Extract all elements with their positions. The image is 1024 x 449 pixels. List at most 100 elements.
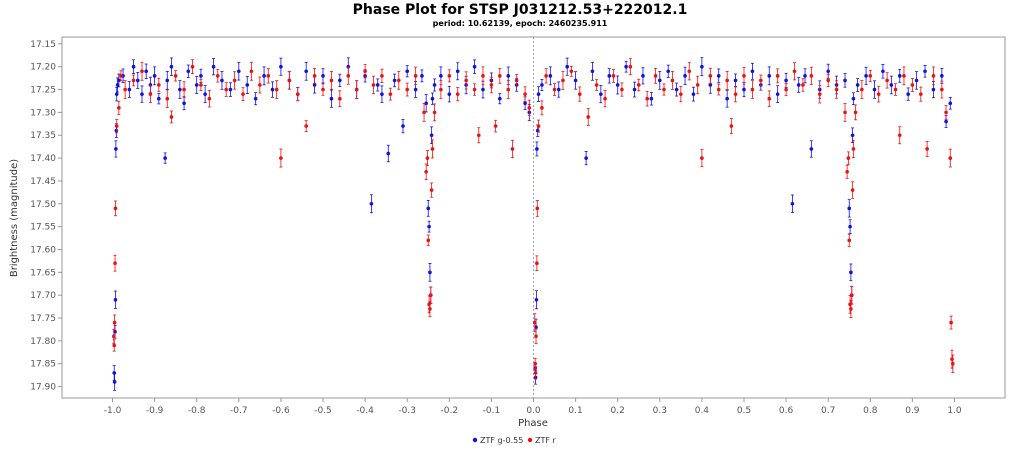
data-point [386,151,391,156]
data-point [700,64,704,69]
data-point [940,87,944,92]
data-point [152,74,157,78]
data-point [241,92,245,96]
y-axis: 17.15 17.20 17.25 17.30 17.35 17.40 17.45 17.50… [30,40,62,393]
data-point [855,83,860,87]
data-point [420,74,424,78]
data-point [430,147,435,151]
data-point [556,87,561,92]
data-point [695,83,700,87]
data-point [691,92,696,96]
x-axis-label: Phase [518,418,548,429]
data-point [428,307,432,311]
data-point [784,78,788,83]
data-point [847,238,852,243]
legend-label-g: ZTF g-0.55 [480,436,523,445]
data-point [950,361,955,366]
data-point [123,87,127,92]
data-point [796,83,801,87]
data-point [845,170,849,174]
data-point [792,69,797,74]
x-tick-label: 0.6 [779,406,794,416]
data-point [114,124,119,128]
data-point [716,87,721,92]
data-point [190,64,195,69]
x-tick-label: 0.8 [863,406,878,416]
data-point [157,96,161,101]
data-point [405,69,410,74]
data-point [413,74,418,78]
data-point [114,92,119,96]
data-point [923,69,927,74]
data-point [611,74,616,78]
data-point [232,78,237,83]
x-tick-label: -1.0 [104,406,122,416]
data-point [784,87,788,92]
data-point [523,101,527,106]
x-tick-label: 0.5 [737,406,751,416]
data-point [186,69,191,74]
data-point [700,156,704,160]
data-point [881,69,885,74]
data-point [464,78,468,83]
data-point [498,74,502,78]
data-point [767,74,772,78]
x-tick-label: 0.0 [526,406,541,416]
y-tick-label: 17.65 [30,268,56,278]
data-point [670,78,675,83]
data-point [590,69,595,74]
y-tick-label: 17.90 [30,383,56,393]
x-tick-label: 0.7 [821,406,835,416]
data-point [533,371,538,375]
data-point [354,87,359,92]
y-tick-label: 17.85 [30,360,56,370]
data-point [287,78,292,83]
x-tick-label: -0.7 [230,406,248,416]
data-point [846,156,851,160]
data-point [220,78,224,83]
data-point [169,115,174,119]
data-point [708,74,713,78]
data-point [535,206,540,211]
data-point [860,87,864,92]
data-point [586,115,591,119]
data-point [851,147,856,151]
data-point [148,92,153,96]
data-point [649,96,654,101]
data-point [645,96,649,101]
y-tick-label: 17.45 [30,177,56,187]
data-point [429,133,434,138]
x-tick-label: 0.2 [611,406,625,416]
data-point [620,87,624,92]
data-point [725,78,729,83]
data-point [561,78,565,83]
data-point [759,78,763,83]
data-point [624,64,628,69]
legend-marker-r [527,437,533,443]
data-point [594,83,599,87]
data-point [809,147,814,151]
y-tick-label: 17.15 [30,40,56,50]
data-point [527,106,532,110]
legend: ZTF g-0.55 ZTF r [472,436,557,445]
data-point [258,83,262,87]
data-point [274,87,279,92]
y-axis-label: Brightness (magnitude) [9,159,20,277]
data-point [653,74,658,78]
data-point [850,188,855,192]
data-point [112,343,117,348]
data-point [163,156,167,160]
data-point [925,147,929,151]
data-point [140,92,144,96]
data-point [910,83,915,87]
data-point [603,96,607,101]
data-point [157,83,161,87]
data-point [112,320,117,325]
data-point [851,96,856,101]
data-point [944,110,948,115]
data-point [931,87,936,92]
data-point [211,64,216,69]
x-tick-label: -0.4 [356,406,374,416]
x-tick-label: -0.3 [398,406,416,416]
data-point [584,156,588,160]
